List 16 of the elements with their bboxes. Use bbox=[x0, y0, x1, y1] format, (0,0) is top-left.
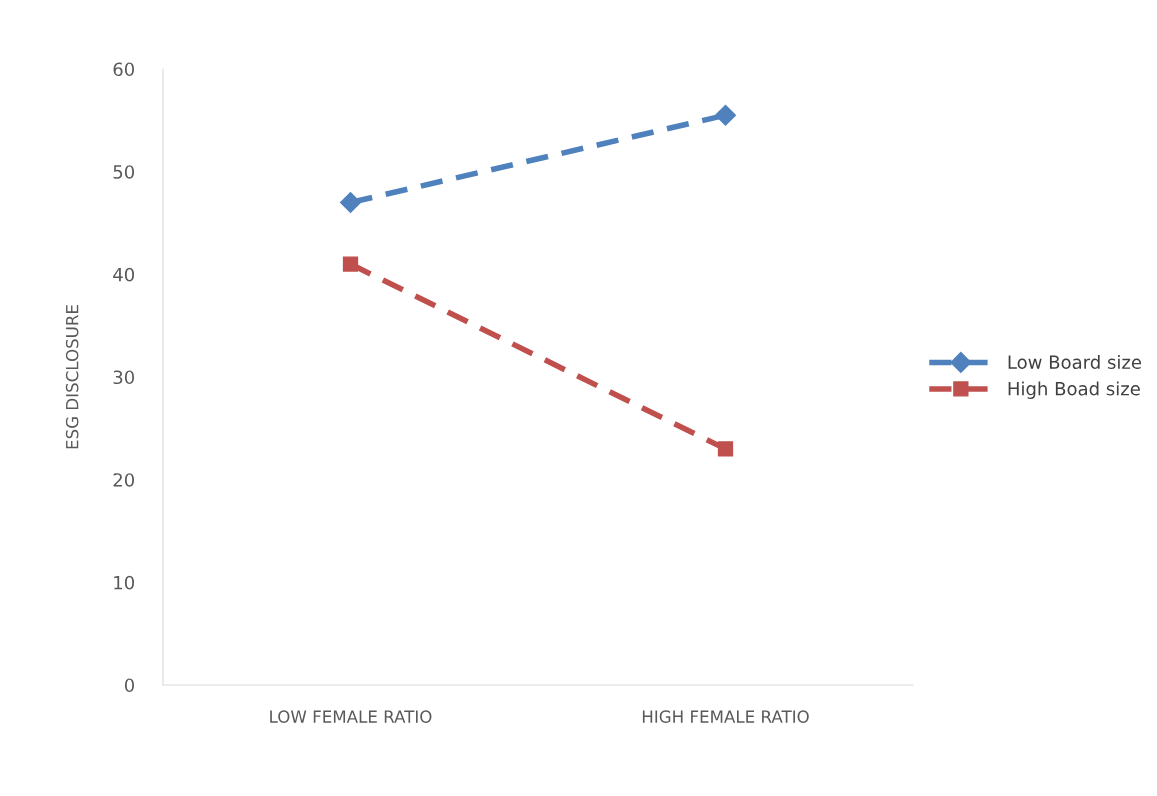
y-tick-label: 10 bbox=[114, 575, 135, 590]
point bbox=[339, 191, 362, 213]
y-tick-label: 20 bbox=[113, 473, 135, 487]
y-axis-title: ESG DISCLOSURE bbox=[65, 305, 79, 449]
y-tick-label: 50 bbox=[113, 165, 135, 179]
point bbox=[714, 104, 737, 126]
x-tick-label: HIGH FEMALE RATIO bbox=[642, 710, 809, 723]
y-tick-label: 30 bbox=[113, 370, 135, 385]
y-tick-label: 40 bbox=[113, 267, 135, 282]
legend-label: High Boad size bbox=[1008, 381, 1140, 399]
point bbox=[717, 441, 734, 457]
legend-label: Low Board size bbox=[1008, 355, 1142, 369]
point bbox=[342, 256, 359, 272]
x-tick-label: LOW FEMALE RATIO bbox=[270, 710, 432, 723]
y-tick-label: 60 bbox=[113, 62, 135, 77]
y-tick-label: 0 bbox=[124, 678, 135, 693]
